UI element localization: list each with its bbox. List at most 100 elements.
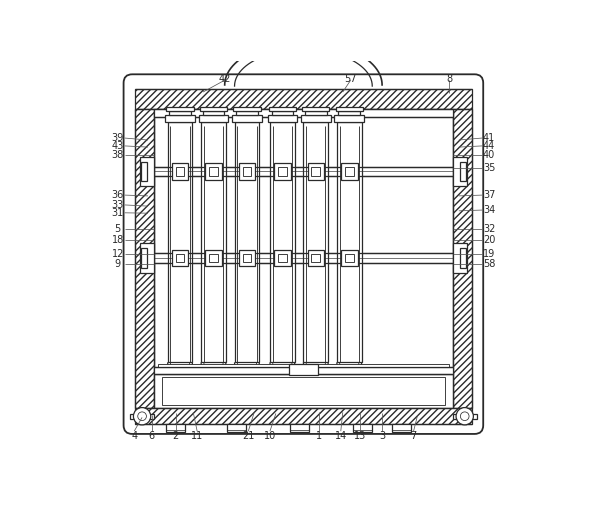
Text: 35: 35 — [483, 162, 496, 173]
Circle shape — [133, 408, 151, 425]
Bar — [227, 424, 246, 432]
Bar — [301, 115, 330, 122]
Bar — [202, 110, 224, 115]
Bar — [130, 414, 154, 419]
Bar — [236, 110, 258, 115]
Bar — [172, 163, 188, 180]
Text: 44: 44 — [483, 141, 496, 151]
Bar — [201, 122, 226, 362]
Bar — [290, 424, 309, 432]
Text: 8: 8 — [446, 74, 452, 84]
Bar — [239, 163, 255, 180]
Text: 43: 43 — [111, 141, 124, 151]
Text: 34: 34 — [483, 205, 496, 215]
Text: 36: 36 — [111, 190, 124, 200]
Bar — [289, 363, 318, 375]
Bar — [205, 250, 222, 266]
Bar — [209, 167, 218, 176]
Bar — [166, 424, 185, 432]
Bar — [172, 250, 188, 266]
Bar — [334, 115, 364, 122]
Bar — [239, 250, 255, 266]
Bar — [165, 115, 195, 122]
Text: 58: 58 — [483, 259, 496, 269]
Bar — [353, 424, 372, 432]
Bar — [209, 254, 218, 262]
Bar — [459, 248, 465, 268]
Bar — [154, 109, 453, 408]
Text: 10: 10 — [264, 431, 276, 441]
Bar — [453, 414, 477, 419]
Bar — [303, 122, 328, 362]
Bar — [162, 377, 445, 405]
Bar — [140, 243, 154, 273]
Text: 19: 19 — [483, 249, 496, 259]
Bar — [278, 167, 287, 176]
Circle shape — [461, 412, 469, 421]
Text: 9: 9 — [115, 259, 121, 269]
Text: 57: 57 — [345, 74, 357, 84]
Bar — [274, 250, 291, 266]
Bar — [154, 253, 453, 263]
Text: 18: 18 — [111, 236, 124, 245]
Circle shape — [138, 412, 146, 421]
Bar — [453, 243, 466, 273]
Bar — [243, 167, 251, 176]
Text: 4: 4 — [131, 431, 137, 441]
Bar — [135, 89, 472, 109]
Bar — [345, 167, 353, 176]
Text: 12: 12 — [111, 249, 124, 259]
Bar — [154, 367, 453, 374]
Bar — [158, 364, 449, 367]
Bar — [278, 254, 287, 262]
Bar — [311, 254, 320, 262]
Bar — [337, 122, 362, 362]
Bar — [154, 167, 453, 176]
Bar — [311, 167, 320, 176]
Bar — [176, 254, 184, 262]
Bar — [341, 163, 358, 180]
Text: 31: 31 — [111, 208, 124, 218]
Bar — [453, 156, 466, 187]
Text: 37: 37 — [483, 190, 496, 200]
Bar — [272, 110, 293, 115]
Text: 11: 11 — [191, 431, 203, 441]
Bar — [135, 109, 154, 408]
Text: 6: 6 — [149, 431, 155, 441]
Bar — [392, 424, 411, 432]
Bar — [453, 109, 472, 408]
Text: 32: 32 — [483, 223, 496, 234]
Bar — [205, 163, 222, 180]
Bar — [336, 107, 363, 110]
Text: 21: 21 — [242, 431, 255, 441]
Bar — [307, 163, 324, 180]
Bar — [234, 122, 259, 362]
Text: 14: 14 — [334, 431, 347, 441]
Bar — [243, 254, 251, 262]
FancyBboxPatch shape — [124, 74, 483, 434]
Bar — [141, 248, 147, 268]
Text: 2: 2 — [172, 431, 179, 441]
Text: 3: 3 — [379, 431, 385, 441]
Text: 20: 20 — [483, 236, 496, 245]
Bar — [154, 374, 453, 408]
Text: 40: 40 — [483, 150, 496, 160]
Bar — [176, 167, 184, 176]
Circle shape — [456, 408, 474, 425]
Bar — [268, 115, 297, 122]
Bar — [232, 115, 262, 122]
Bar — [166, 107, 194, 110]
Bar — [269, 107, 296, 110]
Text: 33: 33 — [111, 200, 124, 210]
Text: 5: 5 — [115, 223, 121, 234]
Text: 7: 7 — [410, 431, 417, 441]
Bar — [154, 109, 453, 117]
Bar — [169, 110, 191, 115]
Bar — [270, 122, 295, 362]
Bar — [341, 250, 358, 266]
Bar — [459, 161, 465, 181]
Bar — [274, 163, 291, 180]
Bar — [303, 107, 329, 110]
Text: 42: 42 — [218, 74, 231, 84]
Bar — [233, 107, 260, 110]
